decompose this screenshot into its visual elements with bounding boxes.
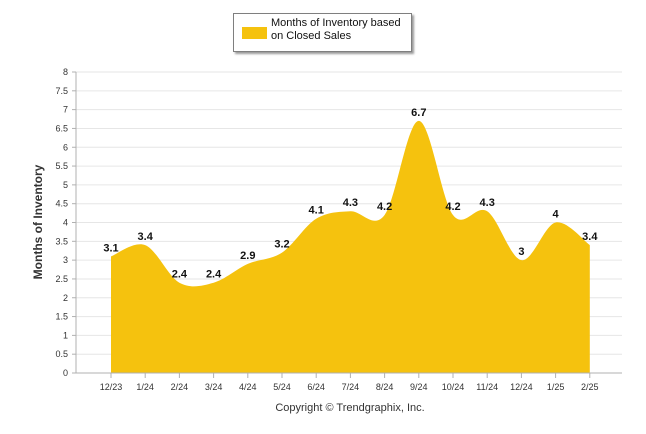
y-tick-label: 5 <box>63 180 68 190</box>
y-tick-label: 4.5 <box>55 199 68 209</box>
x-tick-label: 7/24 <box>342 382 360 392</box>
y-axis-title: Months of Inventory <box>31 164 45 279</box>
y-tick-label: 0 <box>63 368 68 378</box>
data-label: 4 <box>553 209 560 221</box>
data-labels: 3.1 3.4 2.4 2.4 2.9 3.2 4.1 4.3 4.2 6.7 4.2 4.3 3 4 3.… <box>103 107 598 281</box>
y-tick-label: 7 <box>63 105 68 115</box>
x-tick-label: 12/24 <box>510 382 533 392</box>
y-tick-label: 7.5 <box>55 86 68 96</box>
data-label: 2.4 <box>172 269 188 281</box>
data-label: 3.1 <box>103 242 118 254</box>
y-tick-label: 3 <box>63 255 68 265</box>
x-tick-label: 2/24 <box>171 382 189 392</box>
legend-swatch <box>242 27 267 39</box>
data-label: 4.2 <box>377 201 392 213</box>
x-tick-label: 5/24 <box>273 382 291 392</box>
y-tick-label: 1 <box>63 330 68 340</box>
data-label: 3.2 <box>274 239 289 251</box>
axes: 0 0.5 1 1.5 2 2.5 3 3.5 4 4.5 5 5.5 6 6.5 7 7.5 8 12/23 1/… <box>55 67 622 392</box>
x-tick-label: 4/24 <box>239 382 257 392</box>
legend: Months of Inventory based on Closed Sale… <box>233 13 412 52</box>
y-tick-label: 6 <box>63 142 68 152</box>
x-tick-label: 1/24 <box>136 382 154 392</box>
legend-label: Months of Inventory based on Closed Sale… <box>271 17 401 42</box>
x-tick-label: 10/24 <box>442 382 465 392</box>
data-label: 4.1 <box>309 205 324 217</box>
x-tick-label: 11/24 <box>476 382 498 392</box>
data-label: 2.9 <box>240 250 255 262</box>
data-label: 4.2 <box>445 201 460 213</box>
data-label: 3.4 <box>138 231 154 243</box>
data-label: 2.4 <box>206 269 222 281</box>
y-tick-label: 3.5 <box>55 236 68 246</box>
y-tick-label: 8 <box>63 67 68 77</box>
y-tick-label: 0.5 <box>55 349 68 359</box>
x-tick-label: 2/25 <box>581 382 599 392</box>
x-tick-label: 8/24 <box>376 382 394 392</box>
data-label: 4.3 <box>480 197 495 209</box>
area-series <box>111 120 590 373</box>
data-label: 4.3 <box>343 197 358 209</box>
data-label: 3 <box>518 246 524 258</box>
data-label: 3.4 <box>582 231 598 243</box>
copyright-text: Copyright © Trendgraphix, Inc. <box>275 402 425 414</box>
x-tick-label: 1/25 <box>547 382 565 392</box>
x-tick-label: 6/24 <box>307 382 325 392</box>
x-tick-label: 12/23 <box>100 382 123 392</box>
data-label: 6.7 <box>411 107 426 119</box>
y-tick-label: 2.5 <box>55 274 68 284</box>
y-tick-label: 5.5 <box>55 161 68 171</box>
y-tick-label: 4 <box>63 218 68 228</box>
x-tick-label: 3/24 <box>205 382 223 392</box>
y-tick-label: 6.5 <box>55 123 68 133</box>
series-area <box>111 120 590 373</box>
x-tick-label: 9/24 <box>410 382 428 392</box>
y-tick-label: 2 <box>63 293 68 303</box>
y-tick-label: 1.5 <box>55 312 68 322</box>
